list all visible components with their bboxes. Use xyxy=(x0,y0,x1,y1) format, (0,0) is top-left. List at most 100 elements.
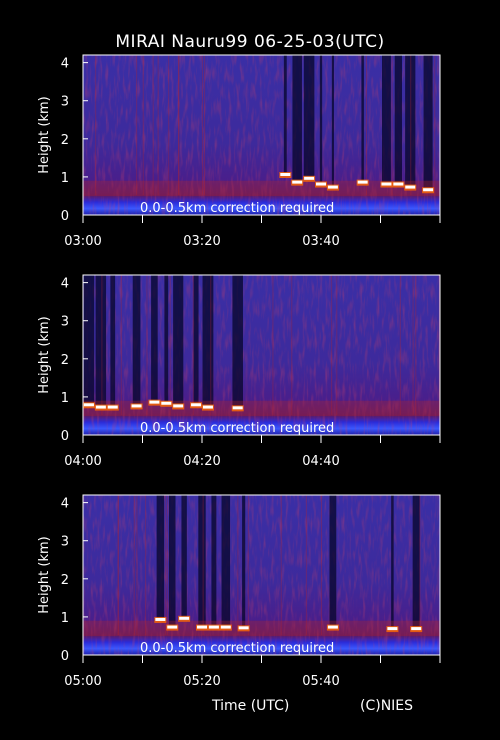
y-tick-label: 1 xyxy=(61,171,69,186)
noise-streak xyxy=(168,55,170,195)
attenuation-stripe xyxy=(232,275,243,409)
y-tick-label: 1 xyxy=(61,391,69,406)
attenuation-stripe xyxy=(202,275,214,408)
noise-texture xyxy=(83,55,440,215)
attenuation-stripe xyxy=(292,55,302,183)
panel-3: 0 1 2 3 4 Height (km) 05:00 05:20 05:40 0.0-0.5km… xyxy=(37,494,441,689)
cloud-base-echo xyxy=(202,405,213,409)
cloud-base-echo xyxy=(304,176,315,180)
y-tick-label: 2 xyxy=(61,353,69,368)
attenuation-stripe xyxy=(193,275,199,406)
y-tick-label: 0 xyxy=(61,429,69,444)
attenuation-stripe xyxy=(181,495,187,619)
noise-texture xyxy=(83,495,440,655)
attenuation-stripe xyxy=(95,275,107,408)
noise-streak xyxy=(169,275,171,415)
cloud-base-echo xyxy=(155,617,166,621)
cloud-base-echo xyxy=(179,616,190,620)
cloud-base-echo xyxy=(173,404,184,408)
noise-streak xyxy=(192,275,194,415)
noise-streak xyxy=(164,495,166,635)
noise-streak xyxy=(204,55,206,195)
cloud-base-echo xyxy=(381,182,392,186)
noise-streak xyxy=(152,55,154,195)
noise-streak xyxy=(133,495,135,635)
y-tick-label: 3 xyxy=(61,535,69,550)
attenuation-stripe xyxy=(331,55,334,188)
attenuation-stripe xyxy=(151,275,158,403)
attenuation-stripe xyxy=(211,495,217,628)
attenuation-stripe xyxy=(329,495,337,628)
y-tick-label: 4 xyxy=(61,57,69,72)
attenuation-stripe xyxy=(361,55,364,183)
cloud-base-echo xyxy=(167,625,178,629)
x-tick-label: 03:40 xyxy=(302,234,339,249)
x-axis-label: Time (UTC) xyxy=(212,698,290,714)
panel-1: 0 1 2 3 4 Height (km) 03:00 03:20 03:40 0.0-0.5km… xyxy=(37,54,441,249)
y-axis-label: Height (km) xyxy=(37,536,52,613)
credit-label: (C)NIES xyxy=(360,698,414,714)
cloud-base-echo xyxy=(411,627,422,631)
noise-streak xyxy=(391,55,393,195)
x-tick-label: 03:00 xyxy=(64,234,101,249)
noise-streak xyxy=(117,495,119,635)
cloud-base-echo xyxy=(208,625,219,629)
y-axis-label: Height (km) xyxy=(37,316,52,393)
attenuation-stripe xyxy=(303,55,315,179)
boundary-layer-band xyxy=(83,180,440,196)
cloud-base-echo xyxy=(292,180,303,184)
noise-streak xyxy=(178,55,180,195)
noise-streak xyxy=(202,495,204,635)
x-tick-label: 05:40 xyxy=(302,674,339,689)
attenuation-stripe xyxy=(394,55,402,185)
boundary-layer-band xyxy=(83,620,440,636)
noise-streak xyxy=(410,55,412,195)
noise-streak xyxy=(136,495,138,635)
noise-streak xyxy=(399,275,401,415)
noise-streak xyxy=(331,275,333,415)
noise-streak xyxy=(237,495,239,635)
attenuation-stripe xyxy=(423,55,433,191)
noise-streak xyxy=(305,495,307,635)
x-tick-label: 05:20 xyxy=(183,674,220,689)
x-tick-label: 04:20 xyxy=(183,454,220,469)
attenuation-stripe xyxy=(132,275,141,407)
noise-streak xyxy=(166,495,168,635)
noise-streak xyxy=(247,495,249,635)
panel-2: 0 1 2 3 4 Height (km) 04:00 04:20 04:40 0.0-0.5km… xyxy=(37,274,441,469)
y-tick-label: 3 xyxy=(61,95,69,110)
noise-streak xyxy=(291,275,293,415)
cloud-base-echo xyxy=(357,180,368,184)
y-axis-label: Height (km) xyxy=(37,96,52,173)
noise-streak xyxy=(210,275,212,415)
noise-streak xyxy=(336,275,338,415)
cloud-base-echo xyxy=(197,625,207,629)
cloud-base-echo xyxy=(327,625,338,629)
attenuation-stripe xyxy=(242,495,246,629)
cloud-base-echo xyxy=(280,173,291,176)
cloud-base-echo xyxy=(316,182,326,186)
correction-note: 0.0-0.5km correction required xyxy=(140,201,334,216)
attenuation-stripe xyxy=(405,55,416,188)
y-tick-label: 3 xyxy=(61,315,69,330)
cloud-base-echo xyxy=(131,404,142,408)
y-tick-label: 0 xyxy=(61,649,69,664)
x-tick-label: 05:00 xyxy=(64,674,101,689)
noise-streak xyxy=(419,495,421,635)
attenuation-stripe xyxy=(198,495,206,628)
noise-streak xyxy=(201,55,203,195)
noise-streak xyxy=(95,55,97,195)
noise-streak xyxy=(415,275,417,415)
attenuation-stripe xyxy=(412,495,420,630)
attenuation-stripe xyxy=(83,275,95,406)
cloud-base-echo xyxy=(387,627,398,631)
cloud-base-echo xyxy=(393,182,404,186)
noise-streak xyxy=(117,495,119,635)
cloud-base-echo xyxy=(83,403,94,407)
cloud-base-echo xyxy=(405,185,416,189)
noise-streak xyxy=(101,275,103,415)
cloud-base-echo xyxy=(238,626,249,630)
cloud-base-echo xyxy=(95,405,106,409)
noise-streak xyxy=(120,275,122,415)
